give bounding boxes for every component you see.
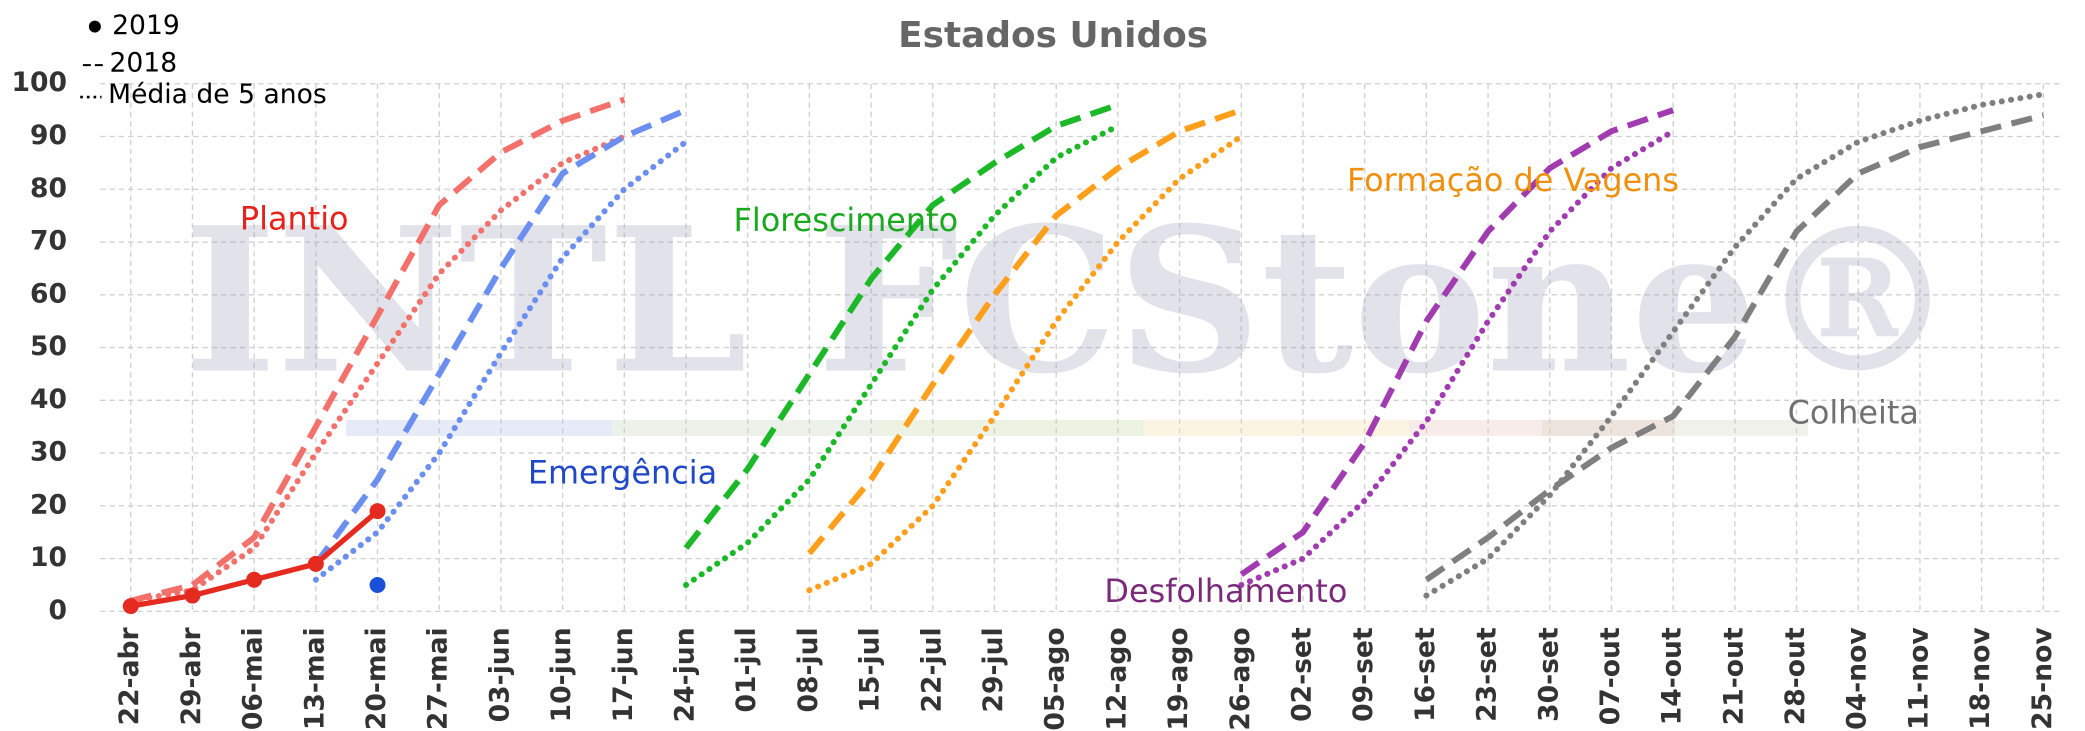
- chart-title: Estados Unidos: [898, 15, 1208, 56]
- stage-label: Colheita: [1788, 394, 1919, 432]
- watermark-band: [1542, 419, 1809, 436]
- y-tick-label: 60: [30, 278, 67, 309]
- y-tick-label: 100: [11, 67, 66, 98]
- y-tick-label: 80: [30, 173, 67, 204]
- x-tick-label: 10-jun: [546, 627, 577, 722]
- legend-label: 2019: [112, 10, 180, 41]
- series-line: [127, 133, 628, 604]
- watermark-band: [346, 419, 612, 436]
- x-tick-label: 04-nov: [1842, 627, 1873, 730]
- data-point: [122, 598, 139, 615]
- data-point: [369, 503, 386, 520]
- stage-label: Florescimento: [734, 201, 959, 239]
- x-tick-label: 11-nov: [1903, 627, 1934, 730]
- x-tick-label: 07-out: [1595, 627, 1626, 725]
- series-line: [130, 96, 626, 604]
- x-tick-label: 01-jul: [731, 627, 762, 712]
- x-tick-label: 26-ago: [1225, 627, 1256, 730]
- y-tick-label: 90: [30, 120, 67, 151]
- legend-symbol: [88, 20, 101, 33]
- legend-label: 2018: [109, 47, 177, 78]
- series-line: [1423, 91, 2047, 599]
- x-tick-label: 12-ago: [1101, 627, 1132, 730]
- x-tick-label: 22-abr: [114, 626, 145, 725]
- x-tick-label: 30-set: [1533, 627, 1564, 722]
- series-line: [807, 107, 1243, 556]
- y-tick-label: 50: [30, 331, 67, 362]
- watermark-band: [1143, 419, 1410, 436]
- series-line: [1238, 128, 1677, 588]
- legend-label: Média de 5 anos: [108, 79, 327, 110]
- x-tick-label: 27-mai: [423, 627, 454, 730]
- watermark-band: [611, 419, 878, 436]
- stage-label: Formação de Vagens: [1347, 161, 1679, 199]
- x-tick-label: 29-abr: [176, 626, 207, 725]
- y-tick-label: 30: [30, 437, 67, 468]
- x-tick-label: 20-mai: [361, 627, 392, 730]
- data-point: [246, 571, 263, 588]
- x-tick-label: 14-out: [1657, 627, 1688, 725]
- x-tick-label: 08-jul: [793, 627, 824, 712]
- y-tick-label: 40: [30, 384, 67, 415]
- x-tick-label: 19-ago: [1163, 627, 1194, 730]
- series-line: [683, 102, 1119, 550]
- x-tick-label: 09-set: [1348, 627, 1379, 722]
- watermark-group: INTL FCStone®: [184, 184, 1957, 436]
- stage-label: Plantio: [240, 200, 349, 238]
- watermark-band: [1409, 419, 1676, 436]
- y-tick-label: 70: [30, 226, 67, 257]
- watermark-band: [877, 419, 1144, 436]
- series-line: [1239, 107, 1675, 577]
- x-tick-label: 05-ago: [1040, 627, 1071, 730]
- x-tick-label: 29-jul: [978, 627, 1009, 712]
- series-line: [312, 138, 690, 583]
- legend: 2019 2018 Média de 5 anos: [80, 10, 327, 110]
- data-point: [369, 577, 386, 593]
- series-line: [683, 122, 1121, 588]
- x-tick-label: 28-out: [1780, 627, 1811, 725]
- series-line: [806, 133, 1245, 594]
- x-tick-label: 18-nov: [1965, 627, 1996, 730]
- x-tick-label: 25-nov: [2027, 627, 2058, 730]
- x-tick-label: 21-out: [1718, 627, 1749, 725]
- x-tick-label: 16-set: [1410, 627, 1441, 722]
- y-tick-label: 20: [30, 489, 67, 520]
- y-tick-label: 0: [48, 595, 66, 626]
- stage-label: Emergência: [528, 453, 717, 491]
- x-tick-label: 23-set: [1472, 627, 1503, 722]
- series-line: [313, 107, 688, 566]
- grid: [100, 83, 2064, 613]
- series-line: [1424, 112, 2045, 583]
- x-tick-label: 02-set: [1286, 627, 1317, 722]
- data-point: [307, 555, 324, 572]
- x-tick-label: 17-jun: [608, 627, 639, 722]
- x-tick-label: 22-jul: [916, 627, 947, 712]
- x-tick-label: 06-mai: [238, 627, 269, 730]
- x-tick-label: 15-jul: [855, 627, 886, 712]
- y-tick-label: 10: [30, 542, 67, 573]
- x-tick-label: 13-mai: [299, 627, 330, 730]
- data-point: [184, 587, 201, 604]
- x-tick-label: 24-jun: [670, 627, 701, 722]
- x-tick-label: 03-jun: [484, 627, 515, 722]
- stage-label: Desfolhamento: [1104, 572, 1347, 610]
